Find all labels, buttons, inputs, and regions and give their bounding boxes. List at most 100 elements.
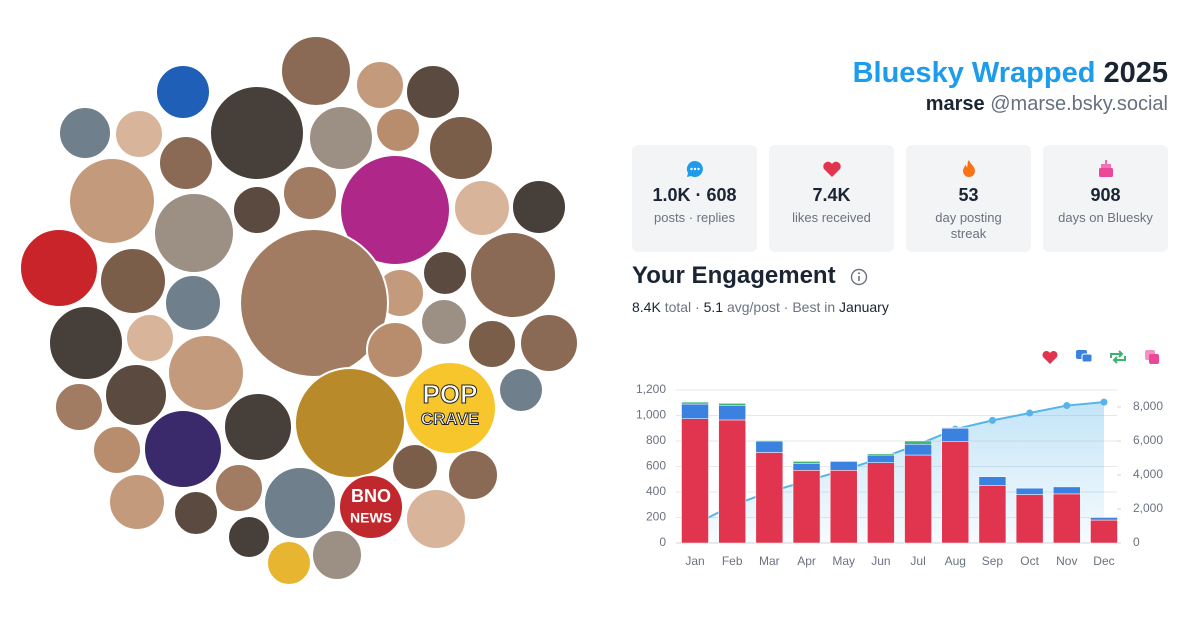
logo-text: POP bbox=[423, 379, 478, 409]
avatar bbox=[469, 231, 557, 319]
line-point bbox=[840, 466, 848, 474]
avatar bbox=[453, 179, 511, 237]
avatar bbox=[280, 35, 352, 107]
avatar bbox=[338, 474, 404, 540]
avatar bbox=[447, 449, 499, 501]
stat-card: 7.4K likes received bbox=[769, 145, 894, 252]
logo-text: CRAVE bbox=[421, 409, 479, 428]
y-tick-label: 800 bbox=[646, 433, 666, 447]
bar-segment bbox=[867, 454, 895, 463]
x-tick-label: Mar bbox=[759, 554, 780, 568]
avatar bbox=[223, 392, 293, 462]
avatar bbox=[263, 466, 337, 540]
avatar bbox=[311, 529, 363, 581]
avatar bbox=[143, 409, 223, 489]
avatar bbox=[294, 367, 406, 479]
section-title-text: Your Engagement bbox=[632, 262, 836, 289]
stat-card: 908 days on Bluesky bbox=[1043, 145, 1168, 252]
y2-tick-label: 2,000 bbox=[1133, 501, 1163, 515]
y2-tick-label: 6,000 bbox=[1133, 433, 1163, 447]
avatar bbox=[339, 154, 451, 266]
stat-label: likes received bbox=[792, 210, 871, 225]
bar-segment bbox=[1015, 487, 1044, 495]
avatar bbox=[282, 165, 338, 221]
bar-segment bbox=[681, 401, 709, 405]
avatar bbox=[92, 425, 142, 475]
summary-value: 8.4K bbox=[632, 299, 661, 315]
avatar bbox=[266, 540, 312, 586]
line-point bbox=[1063, 402, 1071, 410]
bar-segment bbox=[755, 440, 784, 453]
stat-label: day posting streak bbox=[935, 210, 1002, 241]
line-point bbox=[951, 425, 959, 433]
x-tick-label: Feb bbox=[722, 554, 743, 568]
bar-segment bbox=[1053, 486, 1081, 495]
y-tick-label: 1,000 bbox=[636, 408, 666, 422]
avatar bbox=[164, 274, 222, 332]
avatar bbox=[511, 179, 567, 235]
y-tick-label: 200 bbox=[646, 510, 666, 524]
legend-icon bbox=[1145, 350, 1155, 360]
x-tick-label: Apr bbox=[797, 554, 816, 568]
bar-segment bbox=[1090, 519, 1118, 544]
stat-icon bbox=[1043, 159, 1168, 179]
avatar bbox=[498, 367, 544, 413]
line-point bbox=[1026, 409, 1034, 417]
bar-segment bbox=[941, 441, 970, 544]
avatar bbox=[54, 382, 104, 432]
legend-icon bbox=[1149, 354, 1159, 364]
info-icon[interactable] bbox=[850, 268, 868, 286]
bar-segment bbox=[904, 440, 932, 445]
avatar bbox=[173, 490, 219, 536]
x-tick-label: Oct bbox=[1020, 554, 1039, 568]
bar-segment bbox=[718, 405, 746, 421]
y-tick-label: 0 bbox=[659, 535, 666, 549]
x-tick-label: Dec bbox=[1093, 554, 1114, 568]
avatar bbox=[422, 250, 468, 296]
x-tick-label: Jan bbox=[685, 554, 704, 568]
x-tick-label: Jul bbox=[910, 554, 925, 568]
line-point bbox=[691, 520, 699, 528]
legend-icon bbox=[1081, 353, 1093, 363]
bar-segment bbox=[792, 461, 821, 464]
y2-tick-label: 4,000 bbox=[1133, 467, 1163, 481]
year: 2025 bbox=[1103, 57, 1168, 89]
y-tick-label: 600 bbox=[646, 459, 666, 473]
summary-text: total · bbox=[660, 299, 704, 315]
bar-segment bbox=[792, 470, 821, 544]
summary-value: 5.1 bbox=[703, 299, 724, 315]
avatar bbox=[403, 361, 497, 455]
bar-segment bbox=[755, 440, 784, 442]
avatar bbox=[19, 228, 99, 308]
y2-tick-label: 0 bbox=[1133, 535, 1140, 549]
stat-value: 908 bbox=[1090, 185, 1121, 205]
logo-text: NEWS bbox=[350, 510, 392, 526]
bar-segment bbox=[829, 461, 858, 471]
bar-segment bbox=[904, 454, 932, 544]
avatar bbox=[519, 313, 579, 373]
stat-card: 1.0K · 608 posts · replies bbox=[632, 145, 757, 252]
stat-label: posts · replies bbox=[654, 210, 735, 225]
avatar bbox=[355, 60, 405, 110]
x-tick-label: Sep bbox=[982, 554, 1004, 568]
avatar bbox=[214, 463, 264, 513]
legend-icon bbox=[1110, 350, 1126, 364]
bar-segment bbox=[681, 403, 709, 419]
avatar bbox=[48, 305, 124, 381]
stat-value: 53 bbox=[958, 185, 979, 205]
bar-segment bbox=[867, 453, 895, 456]
bar-segment bbox=[904, 443, 932, 456]
stat-icon bbox=[632, 159, 757, 179]
avatar bbox=[467, 319, 517, 369]
bar-segment bbox=[829, 460, 858, 462]
user-name: marse bbox=[925, 93, 985, 115]
bar-segment bbox=[718, 419, 746, 544]
bar-segment bbox=[867, 462, 895, 544]
line-point bbox=[914, 441, 922, 449]
avatar bbox=[232, 185, 282, 235]
summary-value: January bbox=[839, 299, 889, 315]
avatar bbox=[167, 334, 245, 412]
avatar bbox=[375, 107, 421, 153]
stat-card: 53 day posting streak bbox=[906, 145, 1031, 252]
